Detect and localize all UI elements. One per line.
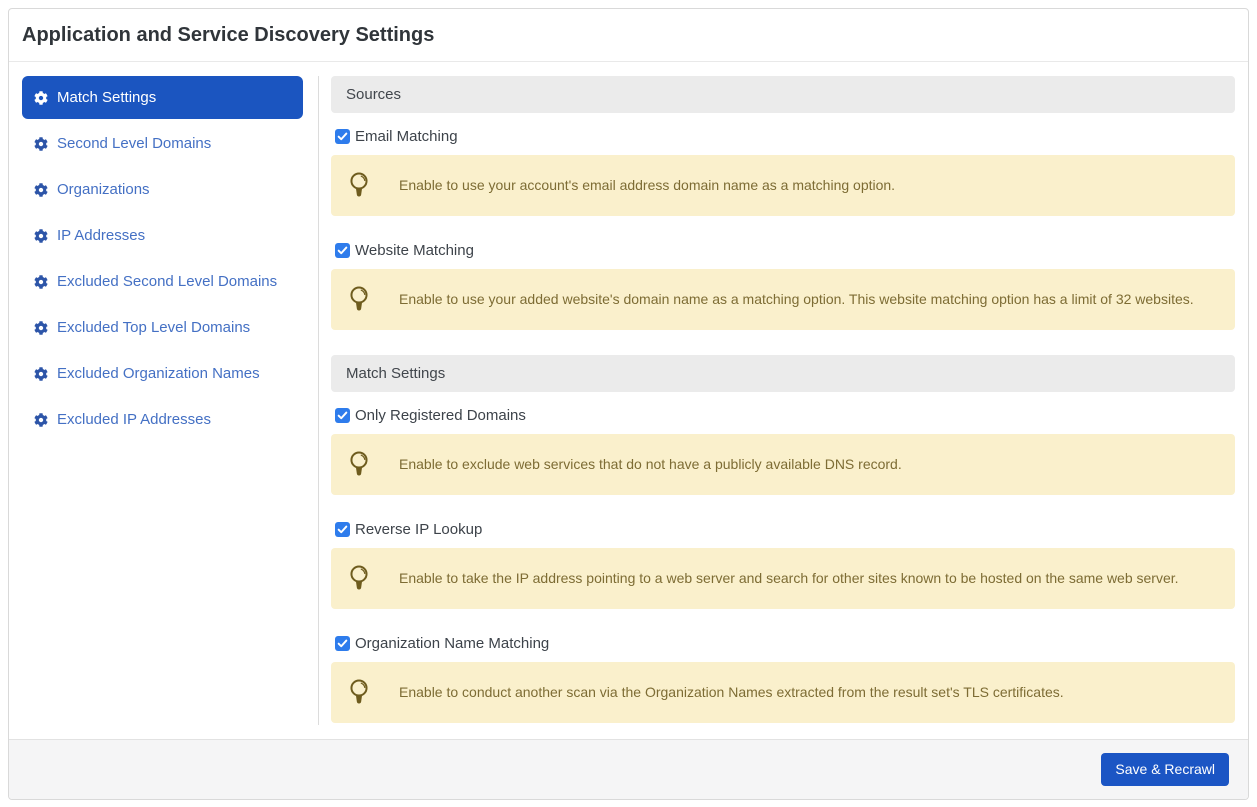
section-match-settings: Match Settings Only Registered Domains E…: [331, 355, 1235, 723]
sidebar-item-label: Organizations: [57, 181, 150, 198]
section-header: Match Settings: [331, 355, 1235, 392]
option-reverse-ip-lookup: Reverse IP Lookup Enable to take the IP …: [331, 520, 1235, 609]
sidebar-item-label: Excluded IP Addresses: [57, 411, 211, 428]
checkbox-email-matching[interactable]: [335, 129, 350, 144]
sidebar-item-excluded-ip-addresses[interactable]: Excluded IP Addresses: [22, 398, 303, 441]
hint-box: Enable to take the IP address pointing t…: [331, 548, 1235, 609]
section-header: Sources: [331, 76, 1235, 113]
lightbulb-icon: [349, 450, 369, 480]
lightbulb-icon: [349, 678, 369, 708]
sidebar-item-label: Match Settings: [57, 89, 157, 106]
settings-card: Application and Service Discovery Settin…: [8, 8, 1249, 800]
hint-text: Enable to exclude web services that do n…: [399, 456, 902, 472]
option-website-matching: Website Matching Enable to use your adde…: [331, 241, 1235, 330]
gear-icon: [34, 183, 48, 197]
gear-icon: [34, 137, 48, 151]
hint-text: Enable to take the IP address pointing t…: [399, 570, 1179, 586]
checkbox-label[interactable]: Organization Name Matching: [355, 635, 550, 652]
lightbulb-icon: [349, 564, 369, 594]
sidebar-item-label: IP Addresses: [57, 227, 146, 244]
page-title: Application and Service Discovery Settin…: [22, 24, 435, 46]
lightbulb-icon: [349, 285, 369, 315]
sidebar-item-second-level-domains[interactable]: Second Level Domains: [22, 122, 303, 165]
gear-icon: [34, 413, 48, 427]
lightbulb-icon: [349, 171, 369, 201]
sidebar-item-excluded-second-level-domains[interactable]: Excluded Second Level Domains: [22, 260, 303, 303]
card-footer: Save & Recrawl: [9, 739, 1248, 799]
sidebar-item-excluded-top-level-domains[interactable]: Excluded Top Level Domains: [22, 306, 303, 349]
sidebar-nav: Match Settings Second Level Domains Orga…: [22, 76, 319, 725]
checkbox-row: Email Matching: [335, 127, 1235, 146]
gear-icon: [34, 275, 48, 289]
gear-icon: [34, 91, 48, 105]
section-sources: Sources Email Matching Enable to use you…: [331, 76, 1235, 330]
sidebar-item-match-settings[interactable]: Match Settings: [22, 76, 303, 119]
gear-icon: [34, 321, 48, 335]
checkbox-label[interactable]: Only Registered Domains: [355, 407, 526, 424]
hint-box: Enable to use your account's email addre…: [331, 155, 1235, 216]
sidebar-item-organizations[interactable]: Organizations: [22, 168, 303, 211]
checkbox-reverse-ip-lookup[interactable]: [335, 522, 350, 537]
hint-box: Enable to exclude web services that do n…: [331, 434, 1235, 495]
checkbox-row: Website Matching: [335, 241, 1235, 260]
sidebar-item-ip-addresses[interactable]: IP Addresses: [22, 214, 303, 257]
checkbox-label[interactable]: Website Matching: [355, 242, 474, 259]
option-organization-name-matching: Organization Name Matching Enable to con…: [331, 634, 1235, 723]
hint-box: Enable to conduct another scan via the O…: [331, 662, 1235, 723]
sidebar-item-label: Excluded Organization Names: [57, 365, 260, 382]
checkbox-organization-name-matching[interactable]: [335, 636, 350, 651]
checkbox-label[interactable]: Reverse IP Lookup: [355, 521, 483, 538]
gear-icon: [34, 229, 48, 243]
checkbox-label[interactable]: Email Matching: [355, 128, 458, 145]
checkbox-row: Only Registered Domains: [335, 406, 1235, 425]
hint-text: Enable to use your added website's domai…: [399, 291, 1194, 307]
save-and-recrawl-button[interactable]: Save & Recrawl: [1101, 753, 1229, 786]
hint-text: Enable to use your account's email addre…: [399, 177, 896, 193]
card-header: Application and Service Discovery Settin…: [9, 9, 1248, 62]
sidebar-item-label: Second Level Domains: [57, 135, 212, 152]
checkbox-row: Reverse IP Lookup: [335, 520, 1235, 539]
checkbox-row: Organization Name Matching: [335, 634, 1235, 653]
checkbox-website-matching[interactable]: [335, 243, 350, 258]
sidebar-item-label: Excluded Top Level Domains: [57, 319, 251, 336]
hint-box: Enable to use your added website's domai…: [331, 269, 1235, 330]
card-body: Match Settings Second Level Domains Orga…: [9, 62, 1248, 739]
checkbox-only-registered-domains[interactable]: [335, 408, 350, 423]
option-email-matching: Email Matching Enable to use your accoun…: [331, 127, 1235, 216]
main-content: Sources Email Matching Enable to use you…: [319, 76, 1235, 725]
gear-icon: [34, 367, 48, 381]
hint-text: Enable to conduct another scan via the O…: [399, 684, 1064, 700]
option-only-registered-domains: Only Registered Domains Enable to exclud…: [331, 406, 1235, 495]
sidebar-item-excluded-organization-names[interactable]: Excluded Organization Names: [22, 352, 303, 395]
sidebar-item-label: Excluded Second Level Domains: [57, 273, 278, 290]
